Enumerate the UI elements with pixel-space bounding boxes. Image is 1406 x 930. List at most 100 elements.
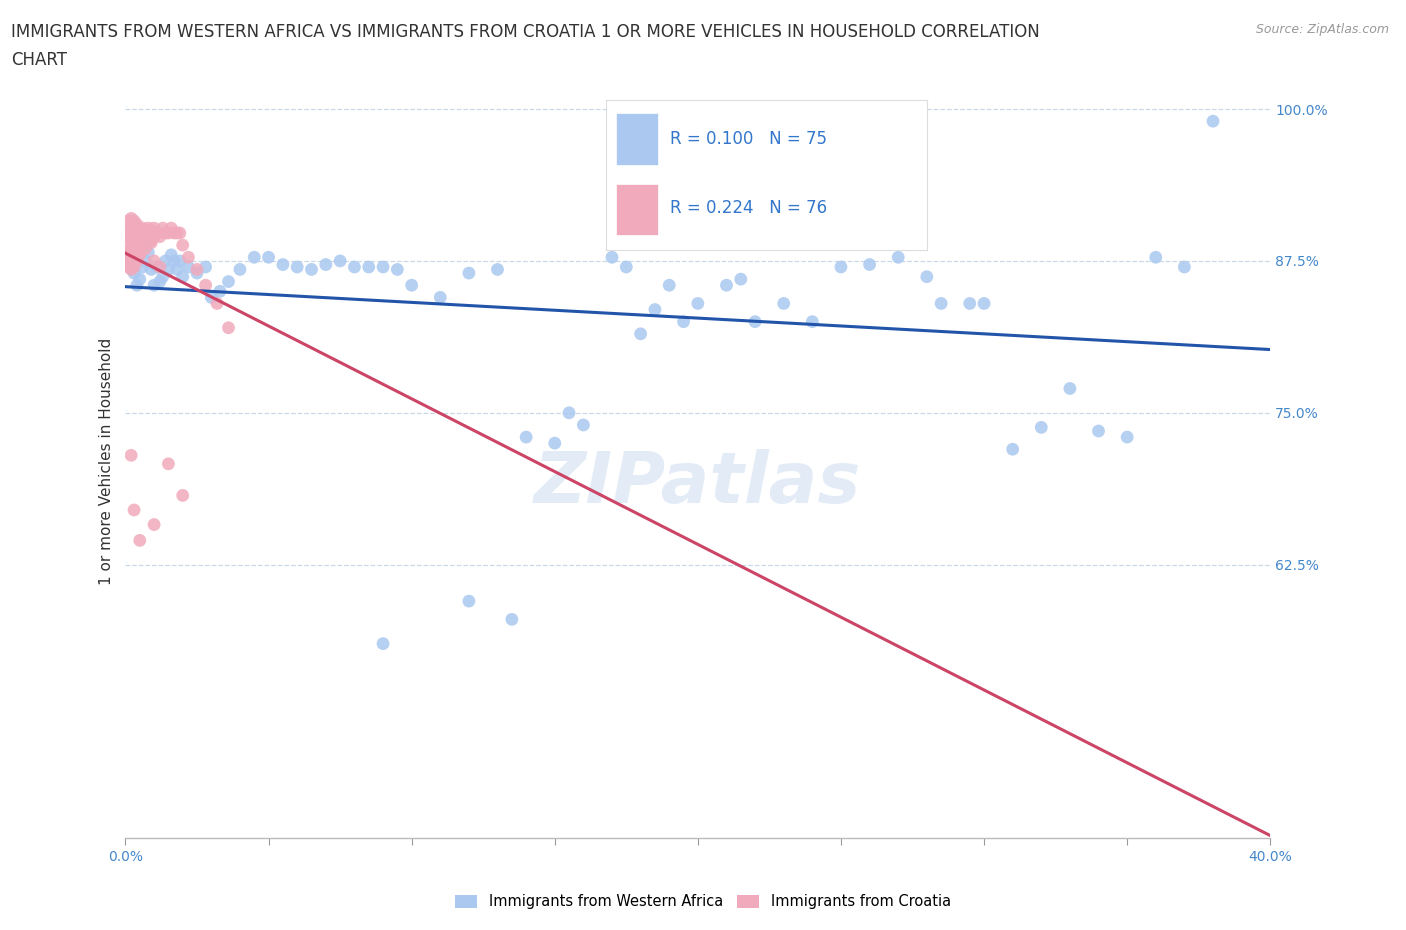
Point (744, 314, 766, 329)
Point (143, 220, 166, 235)
Point (149, 229, 172, 244)
Point (1144, 250, 1167, 265)
Point (141, 262, 163, 277)
Point (194, 259, 217, 274)
Point (959, 296, 981, 311)
Point (134, 226, 156, 241)
Point (672, 314, 695, 329)
Point (686, 296, 709, 311)
Point (125, 217, 148, 232)
Point (125, 229, 148, 244)
Point (125, 238, 148, 253)
Point (120, 448, 142, 463)
Point (429, 290, 451, 305)
Point (120, 211, 142, 226)
Point (243, 250, 266, 265)
Point (125, 278, 148, 293)
Point (120, 229, 142, 244)
Point (125, 254, 148, 269)
Point (973, 296, 995, 311)
Point (128, 272, 150, 286)
Point (152, 220, 174, 235)
Point (120, 259, 142, 274)
Point (929, 296, 952, 311)
Point (801, 314, 824, 329)
Point (120, 232, 142, 247)
Point (122, 232, 145, 247)
Point (157, 262, 180, 277)
Point (716, 278, 738, 293)
Point (141, 235, 163, 250)
Point (658, 278, 681, 293)
Point (271, 257, 294, 272)
Point (163, 226, 186, 241)
Point (1059, 381, 1081, 396)
Point (122, 213, 145, 228)
Point (117, 257, 139, 272)
Point (301, 262, 323, 277)
Point (134, 254, 156, 269)
Point (315, 257, 337, 272)
Point (558, 405, 581, 420)
Point (858, 257, 880, 272)
Point (138, 220, 160, 235)
Point (122, 241, 145, 256)
Point (125, 220, 148, 235)
Point (131, 229, 153, 244)
Point (157, 226, 180, 241)
Point (143, 229, 166, 244)
Point (125, 229, 148, 244)
Point (120, 250, 142, 265)
Point (1116, 430, 1139, 445)
Point (177, 259, 200, 274)
Point (166, 262, 188, 277)
Point (1202, 113, 1225, 128)
Point (515, 430, 537, 445)
Point (177, 250, 200, 265)
Point (257, 250, 280, 265)
Point (131, 259, 153, 274)
Point (172, 238, 194, 253)
Point (122, 247, 145, 262)
Point (155, 254, 177, 269)
Point (149, 274, 172, 289)
Point (730, 272, 752, 286)
Y-axis label: 1 or more Vehicles in Household: 1 or more Vehicles in Household (100, 338, 114, 585)
Text: ZIPatlas: ZIPatlas (534, 449, 862, 519)
Point (138, 229, 160, 244)
Point (117, 259, 139, 274)
Point (387, 262, 409, 277)
Point (458, 266, 481, 281)
Point (117, 220, 139, 235)
Point (134, 223, 156, 238)
Legend: Immigrants from Western Africa, Immigrants from Croatia: Immigrants from Western Africa, Immigran… (449, 888, 957, 915)
Point (131, 229, 153, 244)
Point (200, 290, 222, 305)
Point (128, 229, 150, 244)
Point (143, 254, 166, 269)
Point (152, 270, 174, 285)
Point (128, 223, 150, 238)
Point (120, 247, 142, 262)
Text: Source: ZipAtlas.com: Source: ZipAtlas.com (1256, 23, 1389, 36)
Point (163, 254, 186, 269)
Point (830, 259, 852, 274)
Point (146, 226, 169, 241)
Point (146, 259, 169, 274)
Point (125, 245, 148, 259)
Point (122, 259, 145, 274)
Point (205, 296, 228, 311)
Point (208, 284, 231, 299)
Point (887, 250, 910, 265)
Point (371, 259, 394, 274)
Point (122, 254, 145, 269)
Point (134, 232, 156, 247)
Point (122, 266, 145, 281)
Point (600, 250, 623, 265)
Point (458, 593, 481, 608)
Point (357, 259, 380, 274)
Point (138, 245, 160, 259)
Point (644, 302, 666, 317)
Point (218, 320, 240, 335)
Point (172, 488, 194, 503)
